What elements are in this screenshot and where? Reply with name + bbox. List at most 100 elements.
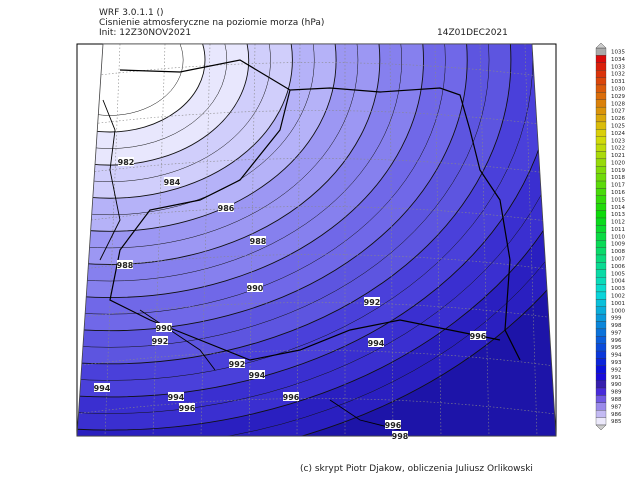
contour-label-bg bbox=[152, 336, 168, 345]
colorbar-cell bbox=[595, 358, 607, 367]
colorbar-cell bbox=[595, 195, 607, 204]
contour-label: 988 bbox=[117, 261, 134, 270]
contour-label: 994 bbox=[168, 393, 185, 402]
colorbar-label: 994 bbox=[611, 353, 622, 359]
isobar bbox=[77, 44, 228, 149]
colorbar-label: 988 bbox=[611, 397, 622, 403]
colorbar-label: 1021 bbox=[611, 153, 625, 159]
colorbar-cell bbox=[595, 277, 607, 285]
colorbar-label: 997 bbox=[611, 330, 622, 336]
init-label: Init: 12Z30NOV2021 bbox=[99, 28, 191, 38]
contour-label: 990 bbox=[247, 284, 264, 293]
colorbar-cell bbox=[595, 313, 607, 322]
colorbar-label: 1010 bbox=[611, 234, 625, 240]
contour-label-bg bbox=[218, 203, 234, 212]
colorbar-label: 990 bbox=[611, 382, 622, 388]
colorbar-cell bbox=[595, 92, 607, 100]
colorbar-label: 1029 bbox=[611, 94, 625, 100]
colorbar-cell bbox=[595, 306, 607, 315]
colorbar-label: 1034 bbox=[611, 57, 625, 63]
colorbar-cell bbox=[595, 321, 607, 330]
colorbar-label: 986 bbox=[611, 412, 622, 418]
isobar bbox=[77, 44, 381, 265]
contour-label-bg bbox=[179, 403, 195, 412]
colorbar-label: 995 bbox=[611, 345, 622, 351]
isobar bbox=[77, 44, 490, 348]
colorbar-cell bbox=[595, 262, 607, 270]
colorbar-label: 1001 bbox=[611, 301, 625, 307]
graticule bbox=[77, 302, 556, 321]
colorbar-cell bbox=[595, 387, 607, 396]
colorbar-cell bbox=[595, 402, 607, 411]
contour-label-bg bbox=[368, 338, 384, 347]
contour-label: 990 bbox=[156, 324, 173, 333]
colorbar-label: 1023 bbox=[611, 138, 625, 144]
colorbar-label: 1035 bbox=[611, 50, 625, 56]
colorbar-label: 1028 bbox=[611, 101, 625, 107]
colorbar-label: 1025 bbox=[611, 123, 625, 129]
colorbar-label: 989 bbox=[611, 390, 622, 396]
graticule bbox=[296, 44, 301, 436]
contour-label-bg bbox=[156, 323, 172, 332]
colorbar-label: 1004 bbox=[611, 279, 625, 285]
graticule bbox=[479, 44, 490, 436]
colorbar-label: 1018 bbox=[611, 175, 625, 181]
contour-label: 996 bbox=[470, 332, 487, 341]
contour-label-bg bbox=[392, 431, 408, 440]
graticule bbox=[77, 350, 556, 369]
colorbar-cell bbox=[595, 380, 607, 389]
contour-label: 994 bbox=[94, 384, 111, 393]
colorbar-cell bbox=[595, 114, 607, 123]
colorbar-cell bbox=[595, 299, 607, 307]
isobar bbox=[77, 44, 512, 365]
contour-label: 986 bbox=[218, 204, 235, 213]
colorbar-label: 1015 bbox=[611, 197, 625, 203]
colorbar-cell bbox=[595, 99, 607, 108]
graticule bbox=[77, 62, 556, 81]
contour-label-bg bbox=[385, 420, 401, 429]
contour-label-bg bbox=[247, 283, 263, 292]
colorbar-cell bbox=[595, 269, 607, 278]
isobar bbox=[77, 44, 337, 232]
colorbar-label: 1022 bbox=[611, 146, 625, 152]
colorbar-cell bbox=[595, 240, 607, 248]
colorbar-cell bbox=[595, 129, 607, 137]
graticule bbox=[104, 44, 121, 436]
colorbar-label: 1009 bbox=[611, 242, 625, 248]
colorbar-cell bbox=[595, 203, 607, 211]
colorbar-cell bbox=[595, 143, 607, 152]
colorbar-label: 1005 bbox=[611, 271, 625, 277]
colorbar-label: 991 bbox=[611, 375, 622, 381]
colorbar-cell bbox=[595, 365, 607, 374]
colorbar-label: 1016 bbox=[611, 190, 625, 196]
contour-label: 996 bbox=[283, 393, 300, 402]
isobar bbox=[77, 44, 250, 166]
credit: (c) skrypt Piotr Djakow, obliczenia Juli… bbox=[300, 464, 533, 474]
colorbar-label: 1008 bbox=[611, 249, 625, 255]
graticule bbox=[200, 44, 211, 436]
colorbar-label: 1006 bbox=[611, 264, 625, 270]
contour-label-bg bbox=[470, 331, 486, 340]
colorbar-cell bbox=[595, 47, 607, 56]
isobar bbox=[77, 44, 293, 199]
colorbar-cell bbox=[595, 284, 607, 293]
colorbar-cell bbox=[595, 247, 607, 256]
colorbar-cell bbox=[595, 121, 607, 130]
colorbar-cell bbox=[595, 151, 607, 160]
isobar bbox=[77, 44, 359, 249]
colorbar-cap bbox=[595, 42, 607, 431]
contour-label-bg bbox=[364, 297, 380, 306]
graticule bbox=[77, 206, 556, 225]
contour-label: 994 bbox=[368, 339, 385, 348]
isobar bbox=[77, 44, 402, 282]
colorbar-label: 1011 bbox=[611, 227, 625, 233]
colorbar-cell bbox=[595, 210, 607, 219]
graticule bbox=[434, 44, 442, 436]
colorbar-label: 1000 bbox=[611, 308, 625, 314]
contour-label-bg bbox=[229, 359, 245, 368]
colorbar-cell bbox=[595, 343, 607, 352]
colorbar-cell bbox=[595, 55, 607, 63]
contour-label-bg bbox=[94, 383, 110, 392]
colorbar-cell bbox=[595, 77, 607, 86]
colorbar-cell bbox=[595, 84, 607, 93]
